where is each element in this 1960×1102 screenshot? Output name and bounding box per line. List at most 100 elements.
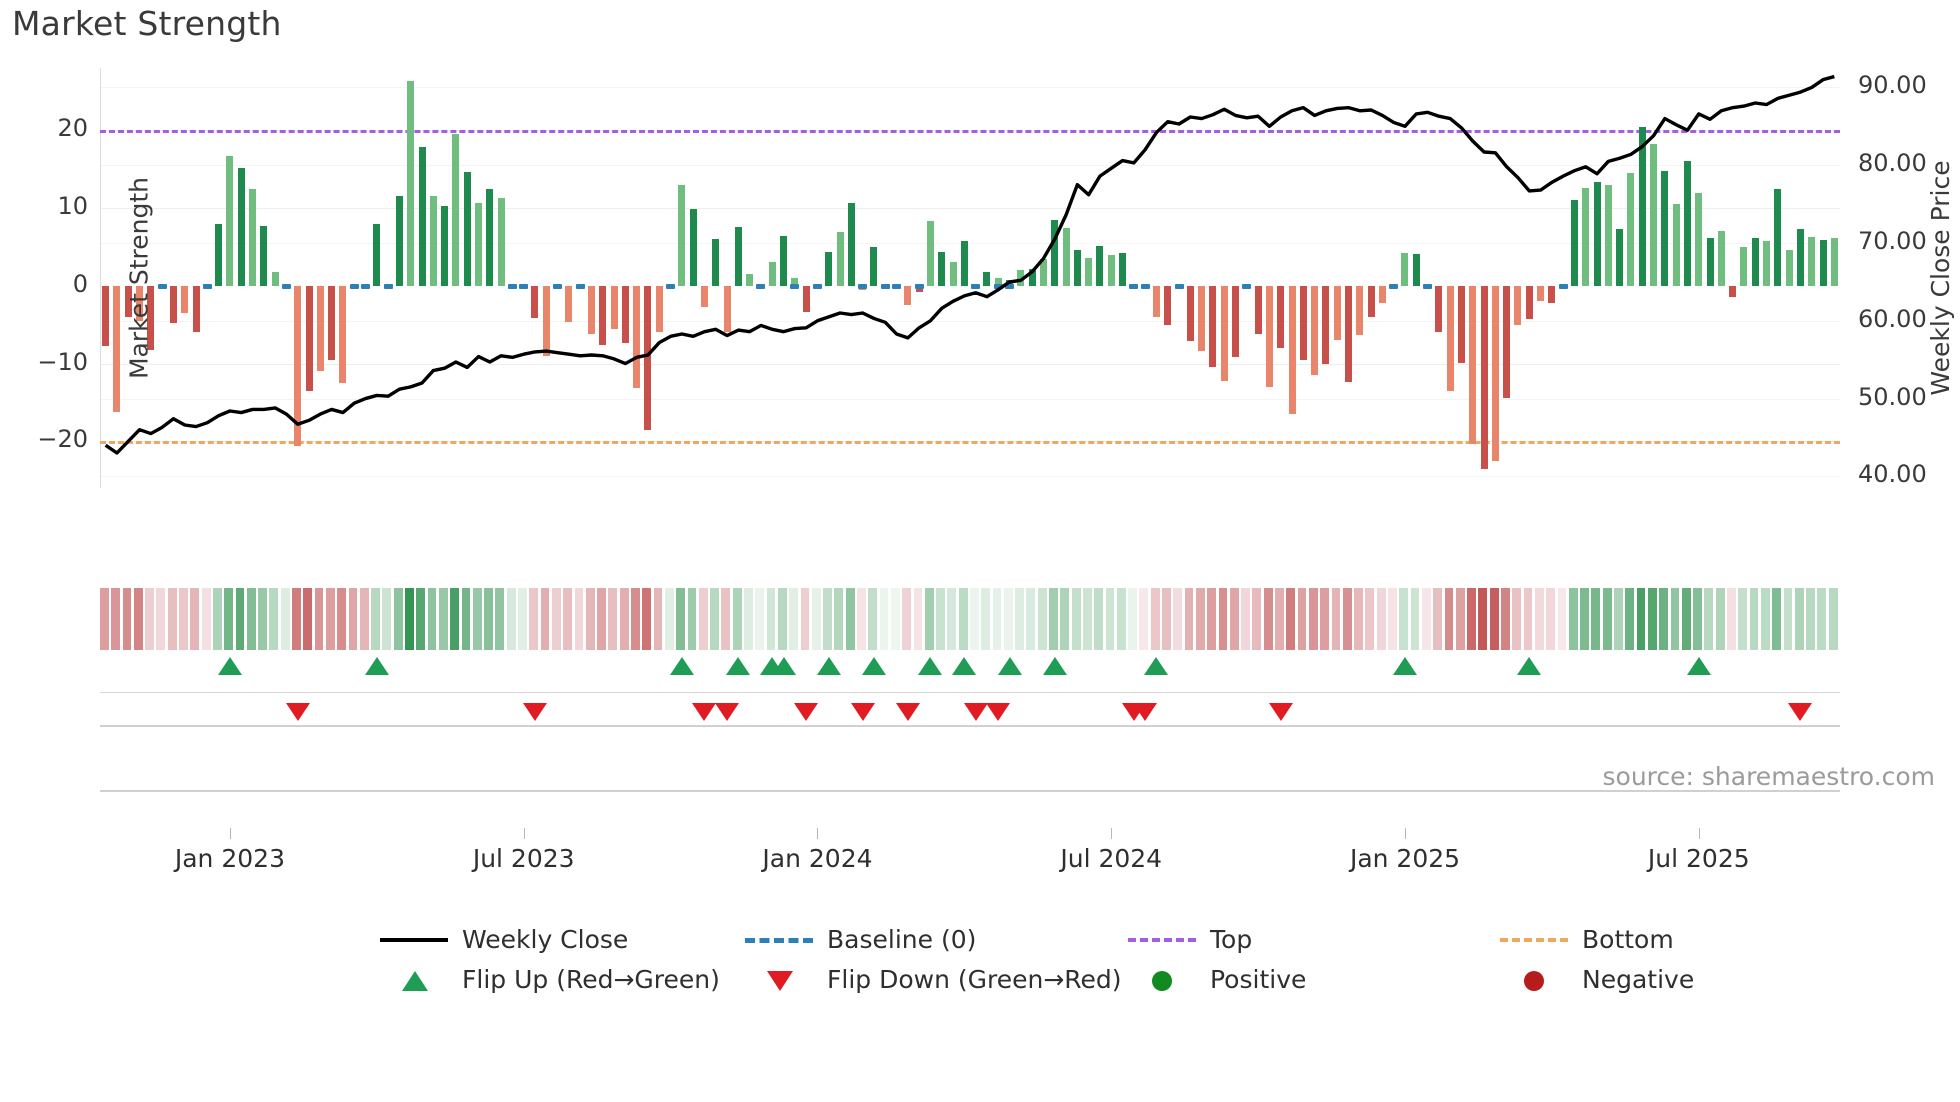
baseline-segment <box>507 283 517 289</box>
flip-down-marker-icon <box>715 703 740 721</box>
bar <box>994 278 1002 286</box>
flip-down-marker-icon <box>1268 703 1293 721</box>
legend-item[interactable]: Flip Down (Green→Red) <box>745 965 1122 994</box>
plot-area <box>100 68 1840 488</box>
legend-item[interactable]: Positive <box>1128 965 1306 994</box>
heatmap-cell <box>1275 588 1284 650</box>
heatmap-cell <box>1308 588 1318 650</box>
bar <box>1096 246 1104 286</box>
heatmap-cell <box>258 588 267 650</box>
heatmap-cell <box>1749 588 1759 650</box>
heatmap-cell <box>280 588 290 650</box>
heatmap-cell <box>1026 588 1036 650</box>
heatmap-cell <box>947 588 957 650</box>
baseline-segment <box>858 283 868 289</box>
y-tick-label-left: 20 <box>57 114 88 143</box>
flip-up-marker-icon <box>816 657 841 675</box>
heatmap-cell <box>1331 588 1341 650</box>
bar <box>1039 258 1047 286</box>
weekly-close-line <box>104 74 1835 455</box>
heatmap-cell <box>1727 588 1736 650</box>
baseline-segment <box>666 283 676 289</box>
y-axis-spine <box>100 68 101 488</box>
x-tick-label: Jan 2024 <box>762 844 873 873</box>
baseline-segment <box>1423 283 1433 289</box>
bar <box>621 285 629 343</box>
heatmap-cell <box>405 588 414 650</box>
heatmap-cell <box>212 588 222 650</box>
bar <box>1763 240 1771 286</box>
legend-item[interactable]: Weekly Close <box>380 925 628 954</box>
heatmap-cell <box>156 588 166 650</box>
bar <box>1028 268 1036 286</box>
bar <box>1796 229 1804 286</box>
heatmap-cell <box>1647 588 1657 650</box>
heatmap-cell <box>1715 588 1725 650</box>
heatmap-cell <box>438 588 448 650</box>
heatmap-cell <box>597 588 606 650</box>
bar <box>1570 200 1578 286</box>
strength-heatmap-strip <box>100 588 1840 650</box>
y-tick-label-right: 90.00 <box>1858 71 1927 100</box>
bar <box>700 285 708 307</box>
legend-item[interactable]: Baseline (0) <box>745 925 976 954</box>
bar <box>610 285 618 329</box>
legend-item[interactable]: Bottom <box>1500 925 1674 954</box>
heatmap-cell <box>427 588 437 650</box>
legend-item[interactable]: Flip Up (Red→Green) <box>380 965 720 994</box>
baseline-segment <box>880 283 890 289</box>
page-title: Market Strength <box>12 4 282 43</box>
legend-item-label: Weekly Close <box>462 925 629 954</box>
heatmap-cell <box>1286 588 1296 650</box>
bar <box>373 223 381 286</box>
baseline-dash-icon <box>745 928 813 952</box>
heatmap-cell <box>789 588 799 650</box>
heatmap-cell <box>1342 588 1352 650</box>
heatmap-cell <box>890 588 900 650</box>
heatmap-cell <box>1568 588 1578 650</box>
marker-row-rule <box>100 692 1840 693</box>
bar <box>316 285 324 372</box>
baseline-segment <box>892 283 902 289</box>
heatmap-cell <box>100 588 109 650</box>
bottom-threshold-line <box>100 441 1840 445</box>
bar <box>768 262 776 286</box>
bar <box>1548 285 1556 303</box>
bar <box>542 285 550 356</box>
weekly-close-line-icon <box>380 928 448 952</box>
heatmap-cell <box>902 588 912 650</box>
heatmap-cell <box>348 588 358 650</box>
bar <box>1537 285 1545 302</box>
flip-up-marker-icon <box>861 657 886 675</box>
flip-down-marker-icon <box>986 703 1011 721</box>
heatmap-cell <box>1207 588 1217 650</box>
bar <box>486 189 494 286</box>
heatmap-cell <box>1828 588 1838 650</box>
bar <box>712 239 720 286</box>
heatmap-cell <box>642 588 652 650</box>
bar <box>1311 285 1319 376</box>
source-note: source: sharemaestro.com <box>1602 762 1936 791</box>
bar <box>1073 250 1081 286</box>
bar <box>124 285 132 317</box>
legend-item-label: Baseline (0) <box>827 925 977 954</box>
bar <box>1345 285 1352 383</box>
bar <box>1819 239 1827 286</box>
heatmap-cell <box>246 588 256 650</box>
heatmap-cell <box>936 588 945 650</box>
flip-up-marker-icon <box>1517 657 1542 675</box>
flip-down-marker-icon <box>850 703 875 721</box>
baseline-segment <box>1558 283 1568 289</box>
bar <box>1808 236 1816 286</box>
bar <box>904 285 912 306</box>
bar <box>1401 253 1409 286</box>
x-tick <box>229 828 231 839</box>
baseline-segment <box>993 283 1003 289</box>
bar <box>1322 285 1330 365</box>
heatmap-cell <box>1659 588 1669 650</box>
heatmap-cell <box>359 588 369 650</box>
legend-item[interactable]: Top <box>1128 925 1252 954</box>
legend-item[interactable]: Negative <box>1500 965 1694 994</box>
heatmap-cell <box>1116 588 1126 650</box>
bar <box>339 285 347 383</box>
